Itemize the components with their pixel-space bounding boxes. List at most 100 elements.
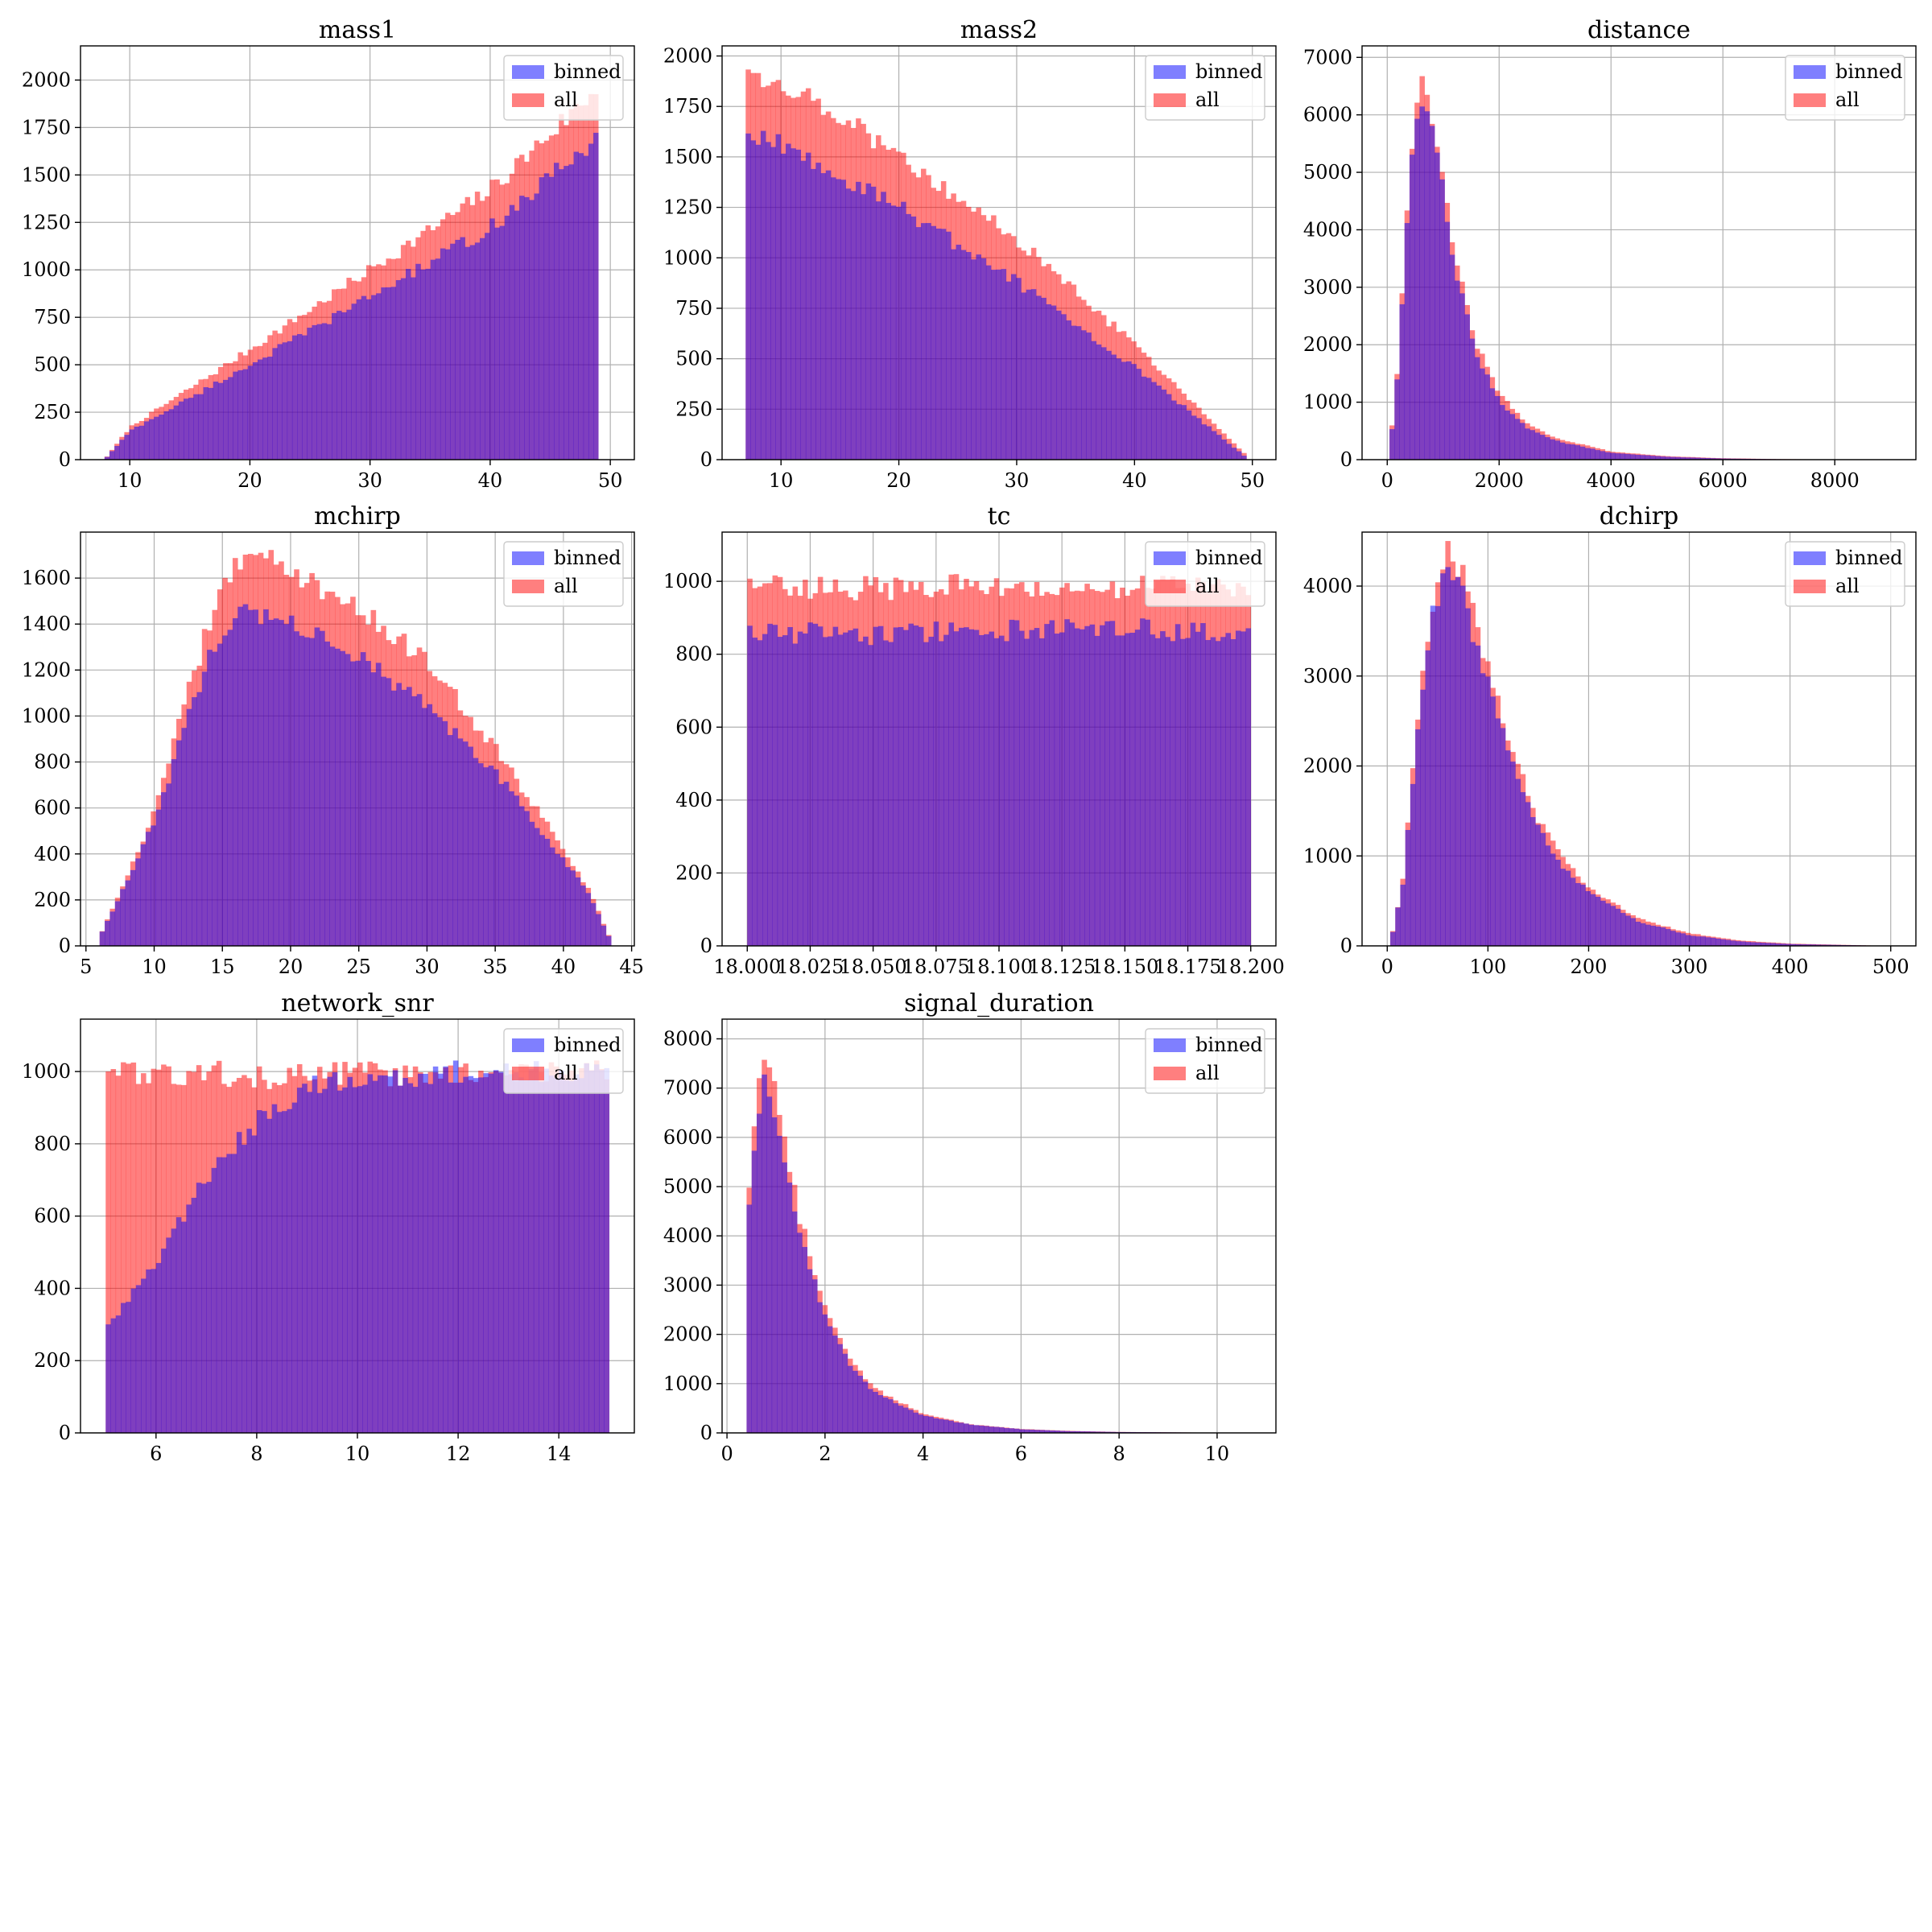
bar-binned: [1044, 624, 1050, 946]
bar-binned: [836, 179, 841, 460]
bar-binned: [921, 223, 927, 460]
bar-binned: [931, 225, 936, 460]
bar-binned: [971, 259, 976, 460]
bars-binned: [746, 1074, 1252, 1433]
bar-binned: [207, 650, 213, 946]
x-tick-label: 0: [1381, 469, 1393, 492]
bar-all: [151, 1068, 157, 1433]
bar-binned: [382, 1075, 388, 1433]
bar-binned: [267, 357, 273, 460]
x-tick-label: 20: [886, 469, 911, 492]
bar-binned: [533, 1061, 539, 1433]
bar-binned: [376, 293, 382, 460]
bar-binned: [1084, 1431, 1091, 1433]
bar-binned: [559, 1070, 564, 1433]
bar-binned: [1404, 223, 1410, 460]
bar-binned: [1185, 638, 1191, 946]
bar-binned: [831, 177, 836, 460]
bar-binned: [294, 631, 299, 946]
bar-binned: [201, 1183, 207, 1433]
bar-binned: [447, 735, 453, 946]
bar-binned: [786, 1183, 793, 1433]
bar-binned: [1004, 641, 1009, 946]
bar-binned: [908, 1410, 914, 1433]
bar-binned: [800, 160, 807, 460]
bar-binned: [464, 246, 471, 460]
bar-binned: [322, 1088, 328, 1433]
bar-binned: [1181, 405, 1187, 460]
y-tick-label: 5000: [1303, 161, 1352, 184]
bar-binned: [766, 1096, 773, 1433]
bar-binned: [888, 1399, 894, 1433]
y-tick-label: 1000: [22, 704, 71, 727]
bar-binned: [186, 1204, 192, 1433]
x-tick-label: 20: [237, 469, 262, 492]
bar-binned: [445, 249, 451, 460]
bar-binned: [1414, 118, 1420, 460]
bar-binned: [946, 231, 952, 460]
y-tick-label: 400: [34, 843, 71, 865]
bar-binned: [508, 1074, 514, 1433]
bar-binned: [856, 181, 861, 460]
legend-label-binned: binned: [554, 1034, 621, 1056]
bar-binned: [222, 635, 228, 946]
bar-binned: [387, 1076, 394, 1433]
bar-binned: [1695, 457, 1701, 460]
bar-binned: [396, 683, 402, 946]
x-tick-label: 40: [1122, 469, 1147, 492]
bar-binned: [1545, 437, 1550, 460]
bar-binned: [176, 740, 182, 946]
bar-binned: [1624, 453, 1631, 460]
bar-binned: [1680, 933, 1686, 946]
bar-binned: [1080, 629, 1085, 946]
bar-binned: [288, 615, 295, 946]
bar-binned: [559, 169, 564, 460]
bar-binned: [332, 312, 337, 460]
bar-binned: [1469, 338, 1476, 460]
bar-binned: [1720, 458, 1726, 460]
bar-binned: [1419, 106, 1425, 460]
bar-binned: [1235, 630, 1241, 946]
bar-binned: [549, 847, 555, 946]
bar-binned: [918, 1414, 924, 1433]
bar-binned: [406, 269, 411, 460]
bar-binned: [1094, 635, 1100, 946]
bar-binned: [797, 631, 803, 946]
bar-binned: [450, 243, 456, 460]
x-tick-label: 6000: [1699, 469, 1748, 492]
bar-binned: [1084, 625, 1090, 946]
x-tick-label: 5: [80, 956, 92, 978]
bars-binned: [105, 1060, 610, 1433]
bar-binned: [757, 640, 763, 946]
bar-binned: [217, 643, 223, 946]
bar-binned: [1815, 944, 1821, 946]
bar-binned: [767, 623, 773, 946]
bars-binned: [1389, 106, 1892, 460]
bar-binned: [1820, 944, 1827, 946]
bar-binned: [504, 215, 510, 460]
bar-binned: [1615, 453, 1620, 460]
bar-binned: [135, 1285, 142, 1433]
bar-binned: [604, 1067, 610, 1433]
bar-binned: [1705, 937, 1711, 946]
bar-binned: [1550, 853, 1556, 946]
bar-binned: [273, 618, 279, 946]
bar-binned: [1125, 633, 1130, 946]
bar-binned: [752, 638, 758, 946]
bars-binned: [1390, 567, 1892, 946]
bar-binned: [1615, 908, 1621, 946]
bar-binned: [351, 303, 357, 460]
axes-frame: [80, 45, 635, 460]
bar-binned: [539, 835, 545, 946]
bar-binned: [282, 342, 288, 460]
bar-binned: [543, 1068, 549, 1433]
bar-binned: [1449, 254, 1455, 460]
bar-binned: [124, 435, 130, 460]
bar-binned: [993, 1426, 1000, 1433]
bar-binned: [573, 151, 579, 460]
bar-binned: [973, 630, 980, 946]
x-tick-label: 8: [250, 1443, 262, 1465]
bar-binned: [1695, 936, 1701, 946]
subplot-title: mass1: [319, 16, 396, 44]
